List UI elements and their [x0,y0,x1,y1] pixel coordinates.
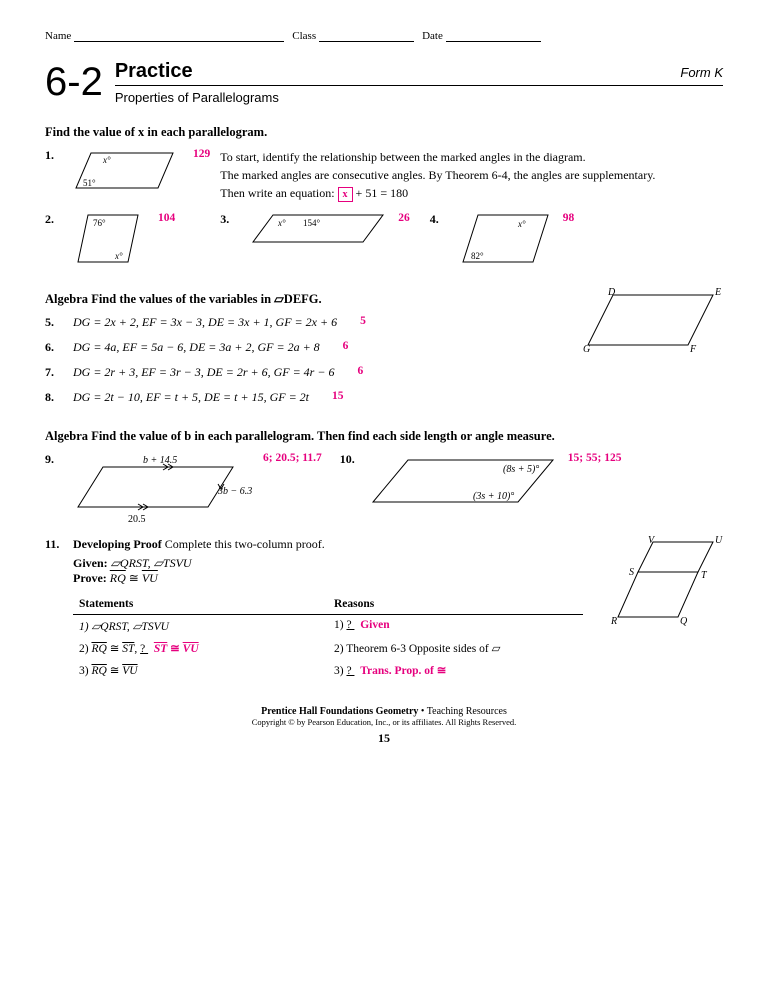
form-label: Form K [680,65,723,80]
date-label: Date [422,30,443,42]
p6-eq: DG = 4a, EF = 5a − 6, DE = 3a + 2, GF = … [73,340,320,355]
p11-diagram: V U S T R Q [593,537,723,637]
p7-num: 7. [45,365,63,380]
svg-text:154°: 154° [303,218,321,228]
svg-text:b + 14.5: b + 14.5 [143,455,177,466]
p7-answer: 6 [357,365,363,377]
reason-3: 3) ? Trans. Prop. of ≅ [328,659,583,681]
svg-text:20.5: 20.5 [128,514,146,525]
p9-num: 9. [45,452,63,467]
p10-num: 10. [340,452,358,467]
p2-num: 2. [45,212,63,227]
reasons-header: Reasons [328,594,583,615]
p9-answer: 6; 20.5; 11.7 [263,452,322,464]
p4-answer: 98 [563,212,575,224]
stmt-2: 2) RQ ≅ ST, ? ST ≅ VU [73,637,328,659]
p1-diagram: x° 51° [73,148,183,196]
p10-answer: 15; 55; 125 [568,452,622,464]
svg-text:x°: x° [277,218,286,228]
problem-11: 11. Developing Proof Complete this two-c… [45,537,723,681]
svg-text:E: E [714,287,721,298]
p8-answer: 15 [332,390,344,402]
svg-text:S: S [629,567,634,578]
p8-eq: DG = 2t − 10, EF = t + 5, DE = t + 15, G… [73,390,309,405]
svg-text:(3s + 10)°: (3s + 10)° [473,491,514,502]
svg-text:U: U [715,535,723,546]
stmt-3: 3) RQ ≅ VU [73,659,328,681]
proof-table: Statements Reasons 1) ▱QRST, ▱TSVU 1) ? … [73,594,583,681]
p4-num: 4. [430,212,448,227]
p5-num: 5. [45,315,63,330]
svg-text:x°: x° [114,251,123,261]
p1-num: 1. [45,148,63,163]
svg-text:82°: 82° [471,251,484,261]
defg-diagram: D E F G [583,287,723,357]
class-label: Class [292,30,316,42]
p3-num: 3. [220,212,238,227]
p3-diagram: x° 154° [248,212,388,247]
page-title: Practice [115,60,193,83]
svg-text:(8s + 5)°: (8s + 5)° [503,464,539,475]
p5-answer: 5 [360,315,366,327]
p6-num: 6. [45,340,63,355]
problems-9-10: 9. b + 14.5 3b − 6.3 20.5 6; 20.5; 11.7 … [45,452,723,527]
p1-hint1: To start, identify the relationship betw… [220,148,723,166]
p2-diagram: 76° x° [73,212,148,267]
svg-text:G: G [583,344,590,355]
name-label: Name [45,30,71,42]
statements-header: Statements [73,594,328,615]
section3-heading: Algebra Find the value of b in each para… [45,429,723,444]
reason-2: 2) Theorem 6-3 Opposite sides of ▱ [328,637,583,659]
svg-text:x°: x° [517,219,526,229]
svg-text:51°: 51° [83,178,96,188]
stmt-1: 1) ▱QRST, ▱TSVU [73,615,328,637]
section1-heading: Find the value of x in each parallelogra… [45,125,723,140]
p10-diagram: (8s + 5)° (3s + 10)° [368,452,558,512]
footer: Prentice Hall Foundations Geometry • Tea… [45,706,723,746]
problems-2-4: 2. 76° x° 104 3. x° 154° 26 4. x° 82° 98 [45,212,723,267]
p6-answer: 6 [343,340,349,352]
title-block: 6-2 Practice Form K Properties of Parall… [45,60,723,105]
problem-1: 1. x° 51° 129 To start, identify the rel… [45,148,723,202]
svg-text:T: T [701,570,708,581]
p8-num: 8. [45,390,63,405]
p7-eq: DG = 2r + 3, EF = 3r − 3, DE = 2r + 6, G… [73,365,334,380]
p9-diagram: b + 14.5 3b − 6.3 20.5 [73,452,253,527]
svg-text:3b − 6.3: 3b − 6.3 [217,486,252,497]
page-number: 15 [45,731,723,746]
svg-text:R: R [610,616,617,627]
p1-hint3: Then write an equation: x + 51 = 180 [220,184,723,202]
svg-text:V: V [648,535,656,546]
section2-heading: Algebra Find the values of the variables… [45,291,583,307]
svg-text:D: D [607,287,616,298]
equation-box: x [338,187,353,202]
svg-text:F: F [689,344,697,355]
svg-text:x°: x° [102,155,111,165]
p3-answer: 26 [398,212,410,224]
p11-num: 11. [45,537,63,552]
p1-answer: 129 [193,148,210,160]
header-fields: Name Class Date [45,30,723,42]
p5-eq: DG = 2x + 2, EF = 3x − 3, DE = 3x + 1, G… [73,315,337,330]
lesson-number: 6-2 [45,60,103,105]
reason-1: 1) ? Given [328,615,583,637]
svg-text:Q: Q [680,616,688,627]
svg-text:76°: 76° [93,218,106,228]
subtitle: Properties of Parallelograms [115,90,723,105]
p4-diagram: x° 82° [458,212,553,267]
p1-hint2: The marked angles are consecutive angles… [220,166,723,184]
p2-answer: 104 [158,212,175,224]
